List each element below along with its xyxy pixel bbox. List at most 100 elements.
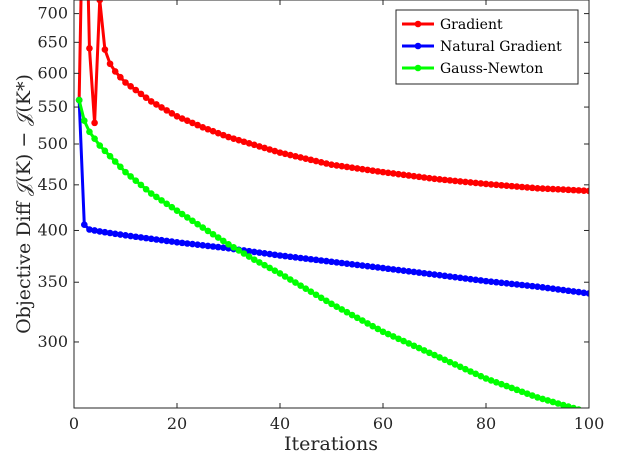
data-point <box>575 187 582 194</box>
data-point <box>317 158 325 166</box>
data-point <box>570 288 577 295</box>
data-point <box>173 207 181 214</box>
data-point <box>529 184 536 192</box>
data-point <box>570 186 577 194</box>
data-point <box>467 179 474 186</box>
legend-marker <box>414 20 422 28</box>
data-point <box>163 200 170 208</box>
data-point <box>431 271 438 278</box>
data-point <box>477 277 485 284</box>
data-point <box>117 163 124 171</box>
data-point <box>168 203 176 211</box>
data-point <box>369 167 377 174</box>
data-point <box>369 322 377 330</box>
data-point <box>472 276 480 284</box>
data-point <box>508 182 516 190</box>
data-point <box>184 214 191 221</box>
axes: 0 20 40 60 80 100 300 350 400 450 500 550 600 650 700 <box>37 0 604 433</box>
legend-label: Gauss-Newton <box>440 61 543 77</box>
x-tick-label: 20 <box>167 414 187 433</box>
data-point <box>456 178 464 185</box>
data-point <box>559 401 567 408</box>
data-point <box>565 186 572 194</box>
y-tick-label: 500 <box>37 134 68 153</box>
data-point <box>173 113 181 120</box>
data-point <box>101 46 109 53</box>
data-point <box>374 325 382 333</box>
data-point <box>199 224 207 231</box>
data-point <box>549 398 557 406</box>
data-point <box>256 249 263 256</box>
data-point <box>86 45 93 52</box>
data-point <box>276 270 284 277</box>
data-point <box>503 182 510 189</box>
legend: Gradient Natural Gradient Gauss-Newton <box>395 9 579 85</box>
data-point <box>91 227 98 234</box>
data-point <box>338 162 346 170</box>
data-point <box>559 186 567 193</box>
data-point <box>410 172 418 180</box>
data-point <box>390 266 397 273</box>
y-tick-label: 650 <box>37 32 68 51</box>
data-point <box>451 361 459 368</box>
data-point <box>436 271 443 279</box>
data-point <box>281 273 289 280</box>
data-point <box>281 150 289 158</box>
data-point <box>189 240 196 248</box>
data-point <box>302 155 310 162</box>
data-point <box>307 255 315 263</box>
data-point <box>523 390 531 397</box>
data-point <box>353 165 361 172</box>
data-point <box>400 171 407 179</box>
y-tick-label: 350 <box>37 272 68 291</box>
data-point <box>235 247 243 254</box>
data-point <box>96 0 104 4</box>
data-point <box>374 168 382 175</box>
data-point <box>333 303 340 310</box>
data-point <box>482 180 490 188</box>
data-point <box>482 277 490 285</box>
data-point <box>220 131 227 139</box>
data-point <box>529 392 536 399</box>
data-point <box>184 117 191 125</box>
data-point <box>271 147 279 155</box>
data-point <box>81 117 88 124</box>
data-point <box>415 173 423 181</box>
data-point <box>317 294 325 302</box>
data-point <box>580 187 588 194</box>
data-point <box>333 162 340 169</box>
data-point <box>539 395 546 403</box>
data-point <box>106 60 114 68</box>
data-point <box>281 252 289 260</box>
data-point <box>86 226 93 233</box>
data-point <box>137 181 145 189</box>
data-point <box>446 358 454 366</box>
data-point <box>111 158 119 165</box>
data-point <box>225 133 232 141</box>
data-point <box>364 262 371 270</box>
data-point <box>111 230 119 238</box>
series-layer <box>75 0 589 408</box>
data-point <box>441 272 449 280</box>
data-point <box>261 261 268 269</box>
data-point <box>487 278 495 285</box>
data-point <box>204 242 212 250</box>
data-point <box>240 138 248 146</box>
data-point <box>328 161 335 168</box>
data-point <box>204 227 212 235</box>
data-point <box>565 287 572 295</box>
data-point <box>178 239 186 247</box>
data-point <box>142 185 150 193</box>
data-point <box>359 317 366 324</box>
data-point <box>153 193 160 201</box>
data-point <box>86 128 93 136</box>
data-point <box>122 168 129 176</box>
data-point <box>539 284 546 291</box>
data-point <box>127 232 134 240</box>
data-point <box>405 172 413 179</box>
data-point <box>163 237 170 245</box>
data-point <box>400 337 407 345</box>
y-tick-label: 450 <box>37 175 68 194</box>
data-point <box>132 86 140 94</box>
